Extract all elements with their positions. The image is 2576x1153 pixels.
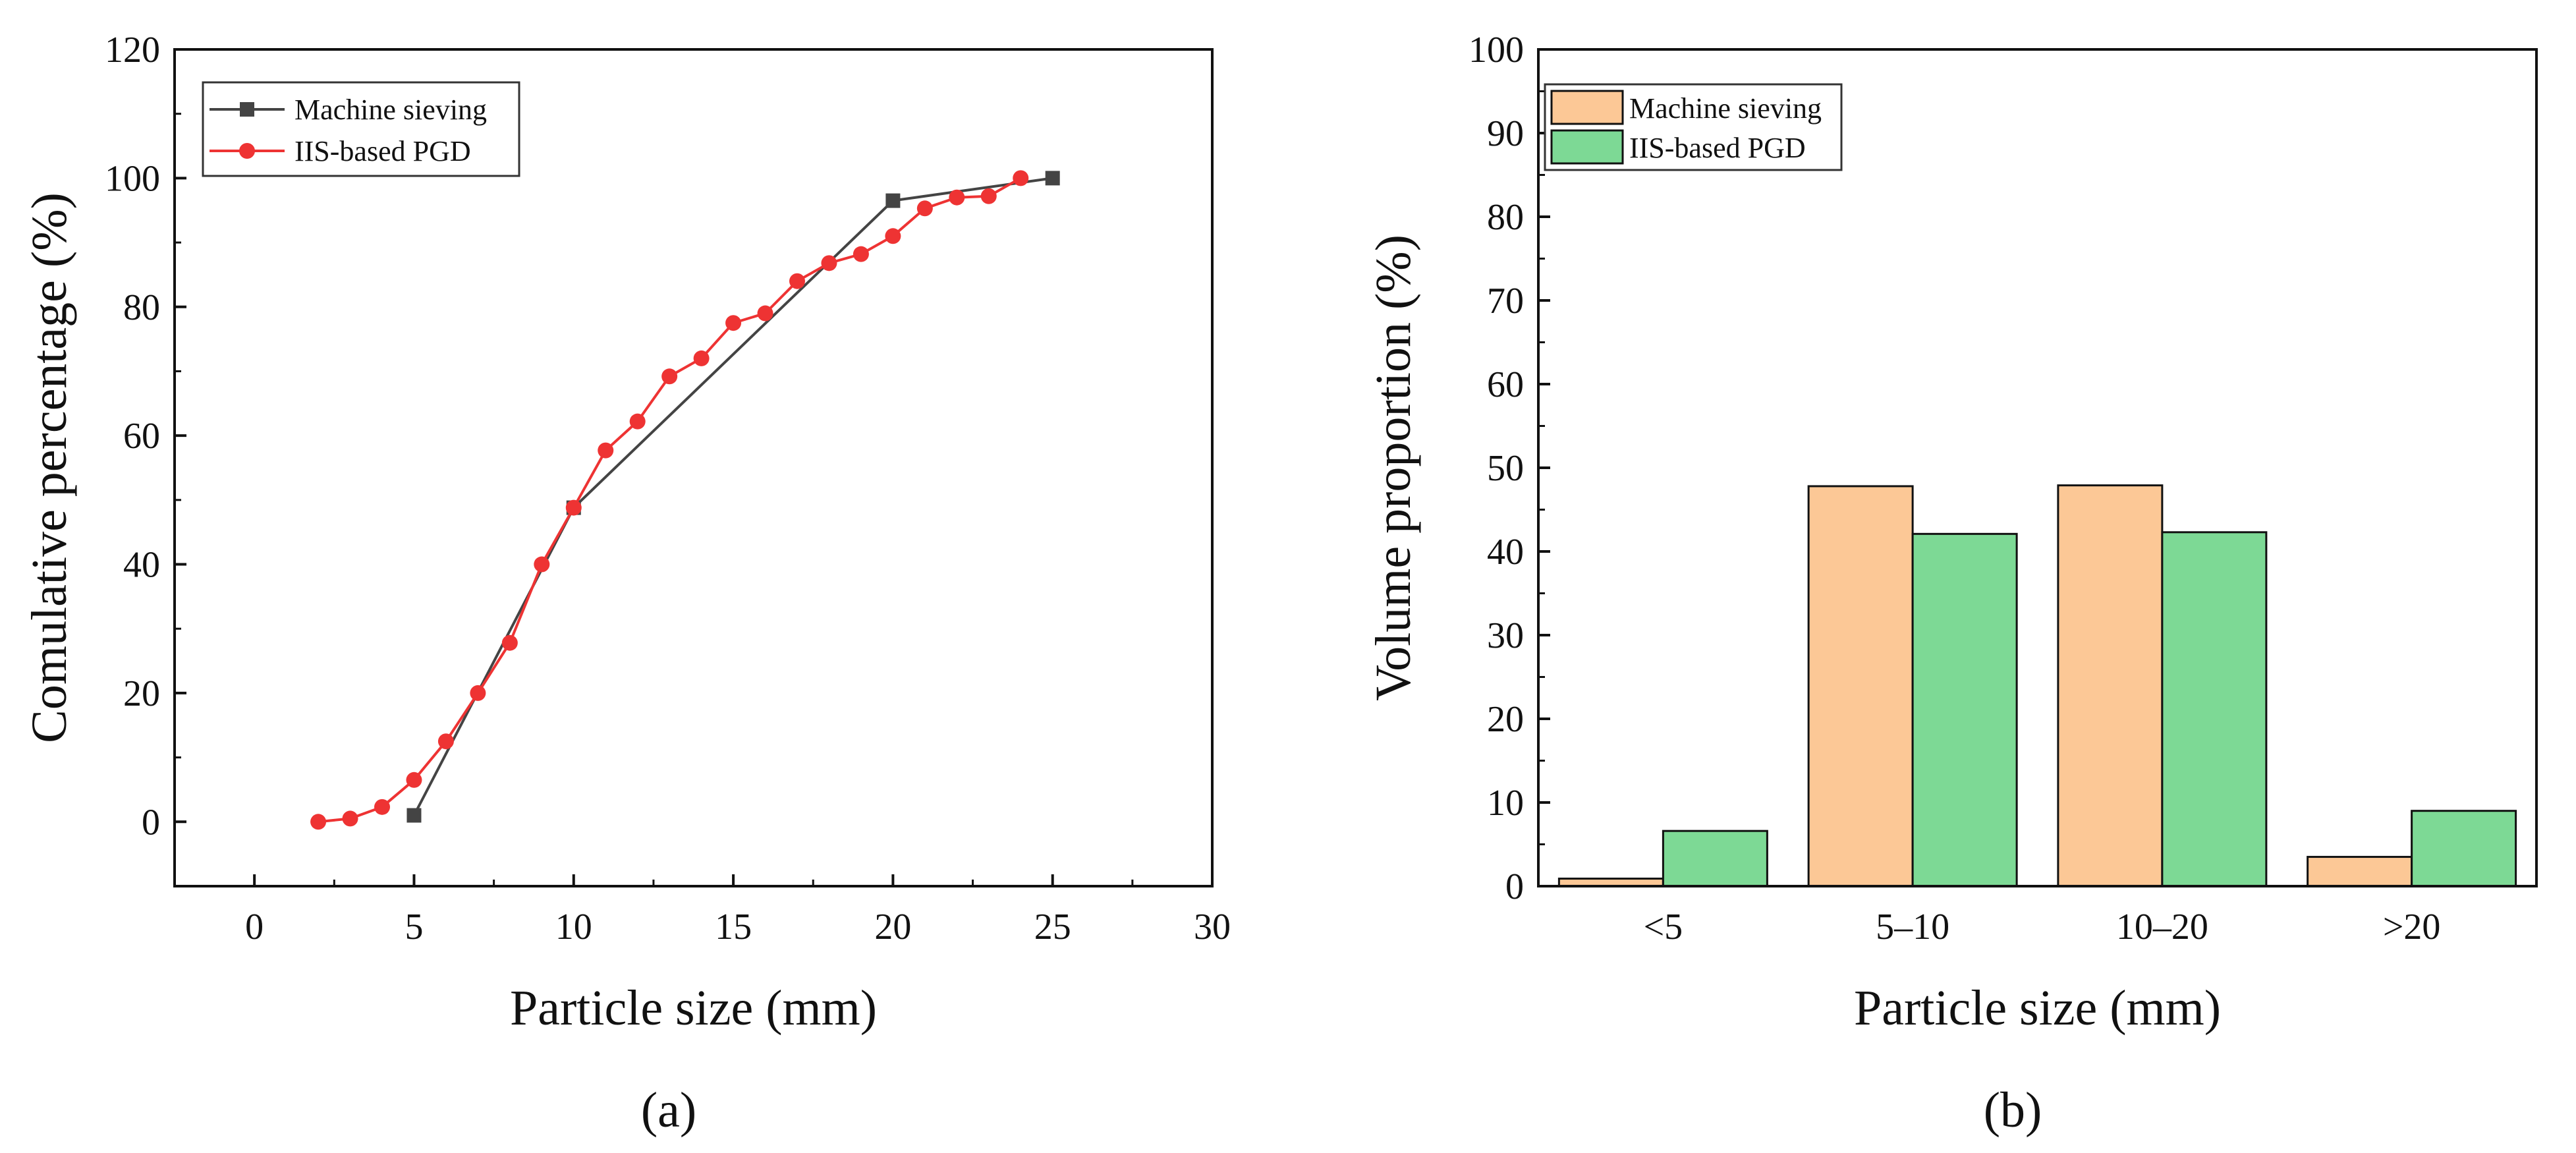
legend-box-a <box>202 81 520 177</box>
y-tick-label-b: 10 <box>1487 783 1524 824</box>
legend-swatch-b <box>1550 129 1624 165</box>
series-line-machine-sieving <box>412 177 1053 816</box>
bar-iis-based-pgd-1 <box>1911 532 2018 887</box>
bar-machine-sieving-1 <box>1807 485 1914 887</box>
y-tick-label-b: 90 <box>1487 113 1524 154</box>
data-point-iis-based-pgd <box>565 499 582 516</box>
data-point-iis-based-pgd <box>916 200 933 217</box>
legend-marker-iis-based-pgd <box>239 143 255 159</box>
x-tick-label-a: 25 <box>1034 907 1071 947</box>
y-tick-label-a: 80 <box>123 287 160 328</box>
legend-swatch-b <box>1550 90 1624 125</box>
data-point-iis-based-pgd <box>437 733 454 750</box>
data-point-iis-based-pgd <box>853 246 869 262</box>
data-point-iis-based-pgd <box>342 810 358 827</box>
x-axis-title-b: Particle size (mm) <box>1854 980 2221 1036</box>
legend-label-b: IIS-based PGD <box>1629 132 1806 164</box>
x-tick-label-a: 15 <box>715 907 752 947</box>
data-point-iis-based-pgd <box>661 368 678 385</box>
x-tick-label-a: 20 <box>874 907 911 947</box>
data-point-iis-based-pgd <box>789 273 805 289</box>
y-tick-label-a: 20 <box>123 673 160 714</box>
bar-iis-based-pgd-0 <box>1662 830 1768 887</box>
data-point-iis-based-pgd <box>629 413 646 430</box>
panel-label-a: (a) <box>641 1083 696 1138</box>
plot-frame-b <box>1537 48 2538 887</box>
x-tick-label-b: <5 <box>1644 907 1683 947</box>
legend-b: Machine sieving IIS-based PGD <box>1544 83 1843 171</box>
y-tick-label-b: 30 <box>1487 615 1524 656</box>
x-tick-label-a: 10 <box>555 907 592 947</box>
y-tick-label-b: 80 <box>1487 197 1524 238</box>
y-tick-label-b: 20 <box>1487 699 1524 740</box>
y-tick-label-a: 60 <box>123 416 160 457</box>
x-tick-label-a: 5 <box>405 907 423 947</box>
series-line-iis-based-pgd <box>318 177 1022 824</box>
legend-label-a: Machine sieving <box>294 94 487 126</box>
y-tick-label-b: 40 <box>1487 532 1524 573</box>
legend-label-b: Machine sieving <box>1629 92 1822 125</box>
data-point-iis-based-pgd <box>757 305 773 322</box>
panel-b-volume-bar-chart: <5 5–10 10–20 >20 0 10 20 30 40 50 60 70 80 90 100 Part… <box>1366 30 2538 1138</box>
bar-iis-based-pgd-3 <box>2411 810 2517 887</box>
data-point-machine-sieving <box>406 808 422 823</box>
data-point-iis-based-pgd <box>821 255 837 271</box>
panel-a-cumulative-chart: 0 5 10 15 20 25 30 0 20 40 60 80 100 120 Particle size… <box>22 30 1231 1138</box>
y-tick-label-a: 120 <box>105 30 160 70</box>
plot-frame-a <box>173 48 1214 887</box>
y-tick-label-b: 100 <box>1469 30 1524 70</box>
legend-label-a: IIS-based PGD <box>294 135 471 167</box>
legend-a: Machine sieving IIS-based PGD <box>202 81 520 177</box>
data-point-iis-based-pgd <box>598 442 614 459</box>
y-tick-label-b: 60 <box>1487 364 1524 405</box>
y-tick-label-b: 0 <box>1505 866 1524 907</box>
y-axis-title-b: Volume proportion (%) <box>1366 235 1421 701</box>
legend-marker-machine-sieving <box>240 102 254 117</box>
data-point-iis-based-pgd <box>374 799 390 815</box>
data-point-iis-based-pgd <box>310 814 327 830</box>
y-tick-label-a: 40 <box>123 545 160 586</box>
bar-machine-sieving-2 <box>2057 484 2164 887</box>
data-point-machine-sieving <box>1045 171 1060 186</box>
data-point-machine-sieving <box>885 193 901 208</box>
x-axis-title-a: Particle size (mm) <box>510 980 877 1036</box>
y-tick-label-a: 0 <box>142 802 160 843</box>
bar-machine-sieving-3 <box>2307 856 2413 887</box>
data-point-iis-based-pgd <box>470 685 486 701</box>
data-point-iis-based-pgd <box>406 772 422 788</box>
x-tick-label-b: 5–10 <box>1876 907 1949 947</box>
x-tick-label-b: >20 <box>2383 907 2441 947</box>
data-point-iis-based-pgd <box>534 556 550 573</box>
data-point-iis-based-pgd <box>980 188 997 204</box>
data-point-iis-based-pgd <box>949 189 965 206</box>
data-point-iis-based-pgd <box>725 315 742 331</box>
bar-iis-based-pgd-2 <box>2161 531 2268 887</box>
data-point-iis-based-pgd <box>501 634 518 651</box>
data-point-iis-based-pgd <box>693 350 710 366</box>
y-tick-label-b: 70 <box>1487 281 1524 322</box>
y-axis-title-a: Comulative percentage (%) <box>22 192 77 743</box>
y-tick-label-a: 100 <box>105 158 160 199</box>
x-tick-label-a: 0 <box>245 907 264 947</box>
x-tick-label-a: 30 <box>1194 907 1231 947</box>
data-point-iis-based-pgd <box>1013 170 1029 186</box>
x-tick-label-b: 10–20 <box>2116 907 2208 947</box>
panel-label-b: (b) <box>1984 1083 2042 1138</box>
data-point-iis-based-pgd <box>885 228 901 244</box>
y-tick-label-b: 50 <box>1487 448 1524 489</box>
